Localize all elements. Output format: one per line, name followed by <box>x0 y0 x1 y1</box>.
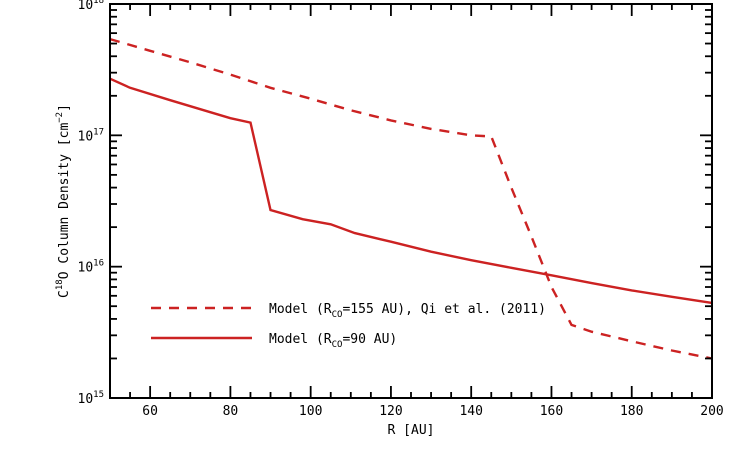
x-tick-label: 60 <box>142 404 158 419</box>
x-tick-label: 180 <box>620 404 643 419</box>
x-axis-title: R [AU] <box>388 423 435 438</box>
legend-label-post: =90 AU) <box>342 332 397 347</box>
series-line-dashed <box>109 37 713 360</box>
y-tick-label: 1016 <box>78 259 105 276</box>
series-line-solid <box>109 77 713 305</box>
plot-marks <box>109 37 713 360</box>
y-tick-label-exp: 15 <box>93 390 104 400</box>
y-tick-label-exp: 17 <box>93 127 104 137</box>
x-tick-label: 160 <box>540 404 563 419</box>
y-tick-label-base: 10 <box>78 261 94 276</box>
legend-label: Model (RCO=155 AU), Qi et al. (2011) <box>269 302 546 320</box>
y-axis-title-sup2: −2 <box>55 112 65 123</box>
x-tick-label: 200 <box>700 404 723 419</box>
y-tick-label-base: 10 <box>78 0 94 13</box>
y-axis-title-sup: 18 <box>55 279 65 290</box>
legend: Model (RCO=155 AU), Qi et al. (2011)Mode… <box>151 302 546 350</box>
x-tick-labels: 60 80 100 120 140 160 180 200 <box>142 404 723 419</box>
y-axis-title: C18O Column Density [cm−2] <box>55 104 72 298</box>
x-tick-label: 80 <box>223 404 239 419</box>
x-tick-label: 140 <box>459 404 482 419</box>
y-tick-label: 1017 <box>78 127 105 144</box>
legend-label-sub: CO <box>332 310 343 320</box>
y-tick-label-exp: 18 <box>93 0 104 6</box>
legend-label-post: =155 AU), Qi et al. (2011) <box>342 302 546 317</box>
legend-label-sub: CO <box>332 340 343 350</box>
y-axis-title-pre: C <box>57 290 72 298</box>
legend-label-pre: Model (R <box>269 302 332 317</box>
x-tick-label: 120 <box>379 404 402 419</box>
y-tick-label-base: 10 <box>78 129 94 144</box>
legend-label-pre: Model (R <box>269 332 332 347</box>
axis-ticks <box>109 4 713 399</box>
y-tick-label-exp: 16 <box>93 259 104 269</box>
y-tick-label: 1015 <box>78 390 105 407</box>
legend-label: Model (RCO=90 AU) <box>269 332 397 350</box>
x-tick-label: 100 <box>299 404 322 419</box>
y-tick-label: 1018 <box>78 0 105 13</box>
y-axis-title-post: ] <box>57 104 72 112</box>
y-axis-title-mid: O Column Density [cm <box>57 123 72 280</box>
y-tick-label-base: 10 <box>78 392 94 407</box>
